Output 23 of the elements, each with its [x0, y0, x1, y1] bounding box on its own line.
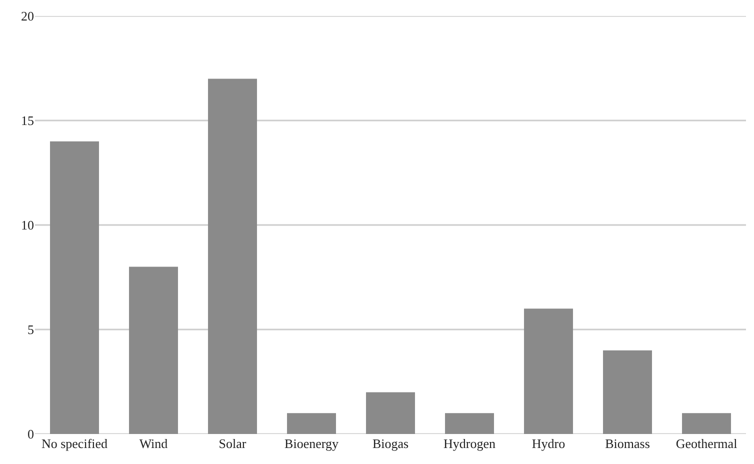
y-tick-label: 5	[28, 322, 34, 338]
x-tick-label: Bioenergy	[284, 436, 339, 451]
x-tick-label: Biomass	[605, 436, 650, 451]
y-tick-label: 0	[28, 426, 34, 442]
bar	[129, 266, 178, 434]
x-tick-label: Wind	[139, 436, 168, 451]
y-tick-label: 20	[21, 8, 34, 24]
x-tick-label: Hydrogen	[444, 436, 496, 451]
bar	[287, 413, 336, 434]
bar	[603, 350, 652, 434]
bar	[445, 413, 494, 434]
bar	[208, 78, 257, 434]
x-tick-label: Hydro	[532, 436, 566, 451]
y-tick-label: 10	[21, 218, 34, 233]
x-tick-label: Geothermal	[676, 436, 738, 451]
bar	[682, 413, 731, 434]
x-tick-label: Solar	[218, 436, 247, 451]
bar	[50, 141, 99, 434]
x-tick-label: No specified	[41, 436, 108, 451]
bar	[366, 392, 415, 434]
y-tick-label: 15	[21, 113, 34, 128]
x-tick-label: Biogas	[372, 436, 409, 451]
bar	[524, 308, 573, 434]
